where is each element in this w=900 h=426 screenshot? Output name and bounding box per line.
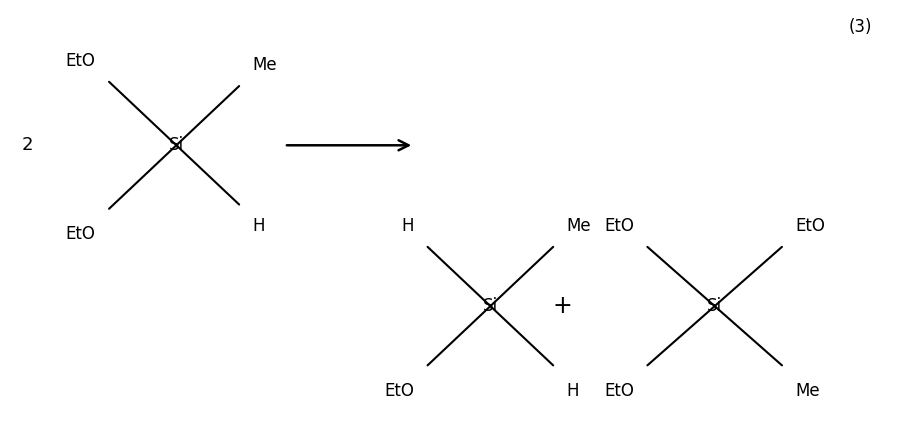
Text: Me: Me: [796, 382, 820, 400]
Text: H: H: [401, 217, 414, 235]
Text: EtO: EtO: [604, 382, 634, 400]
Text: Si: Si: [707, 297, 722, 315]
Text: EtO: EtO: [66, 52, 95, 69]
Text: Me: Me: [253, 56, 277, 74]
Text: H: H: [567, 382, 579, 400]
Text: EtO: EtO: [604, 217, 634, 235]
Text: Si: Si: [482, 297, 498, 315]
Text: (3): (3): [848, 18, 872, 36]
Text: +: +: [553, 294, 572, 318]
Text: EtO: EtO: [66, 225, 95, 243]
Text: Si: Si: [169, 136, 184, 154]
Text: EtO: EtO: [384, 382, 414, 400]
Text: Me: Me: [567, 217, 591, 235]
Text: H: H: [253, 217, 266, 235]
Text: EtO: EtO: [796, 217, 825, 235]
Text: 2: 2: [21, 136, 32, 154]
